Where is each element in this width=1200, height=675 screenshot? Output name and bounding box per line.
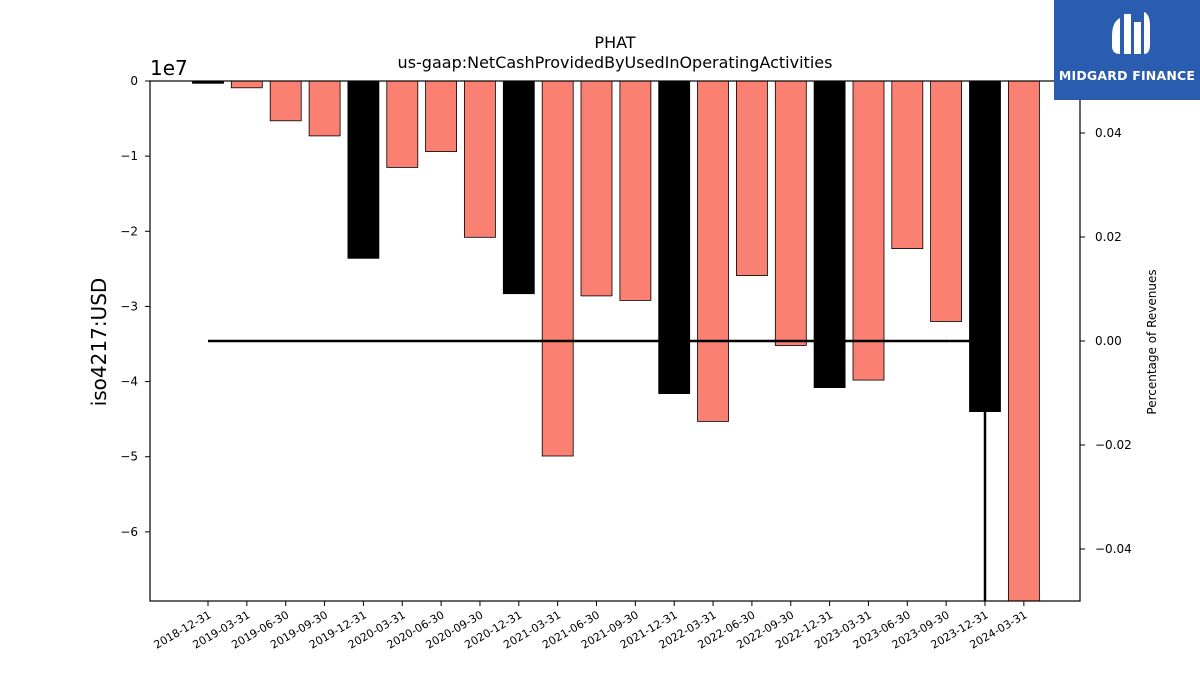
bar-2022-03-31 (697, 80, 729, 422)
bar-2021-12-31 (658, 80, 691, 395)
overlay (208, 339, 987, 601)
y-tick-label: −1 (120, 149, 138, 163)
y2-tick-label: 0.04 (1095, 126, 1122, 140)
chart-title: PHAT (594, 33, 635, 52)
y-offset-text: 1e7 (150, 56, 188, 80)
y-tick-label: −2 (120, 224, 138, 238)
y-tick-label: −5 (120, 450, 138, 464)
y-tick-label: −3 (120, 299, 138, 313)
logo-mark-icon (1112, 12, 1150, 54)
y2-tick-label: −0.02 (1095, 438, 1132, 452)
bar-2020-03-31 (386, 80, 419, 168)
bar-2022-06-30 (736, 80, 768, 277)
bar-2021-03-31 (541, 80, 574, 457)
y2-tick-label: 0.00 (1095, 334, 1122, 348)
bar-2023-06-30 (891, 80, 924, 250)
y2-axis-label: Percentage of Revenues (1145, 269, 1159, 414)
y-tick-label: 0 (130, 74, 138, 88)
bar-2021-06-30 (580, 80, 613, 297)
bar-2020-06-30 (425, 80, 458, 152)
bar-2020-09-30 (463, 80, 496, 238)
bar-2019-06-30 (269, 80, 302, 122)
y2-tick-label: 0.02 (1095, 230, 1122, 244)
bar-2019-12-31 (347, 80, 380, 259)
bar-2019-09-30 (308, 80, 341, 137)
bar-2024-03-31 (1008, 80, 1040, 602)
chart-subtitle: us-gaap:NetCashProvidedByUsedInOperating… (398, 53, 833, 72)
bar-2019-03-31 (230, 80, 263, 89)
brand-name: MIDGARD FINANCE (1058, 68, 1196, 83)
bars (192, 80, 1040, 602)
bar-2021-09-30 (619, 80, 652, 301)
y-axis-label: iso4217:USD (87, 278, 111, 407)
bar-2020-12-31 (502, 80, 535, 295)
bar-2022-09-30 (774, 80, 807, 346)
y-tick-label: −6 (120, 525, 138, 539)
brand-logo: MIDGARD FINANCE (1054, 0, 1200, 100)
bar-2023-09-30 (930, 80, 962, 322)
bar-2022-12-31 (813, 80, 846, 389)
y-tick-label: −4 (120, 375, 138, 389)
y2-tick-label: −0.04 (1095, 542, 1132, 556)
bar-2023-03-31 (852, 80, 885, 381)
